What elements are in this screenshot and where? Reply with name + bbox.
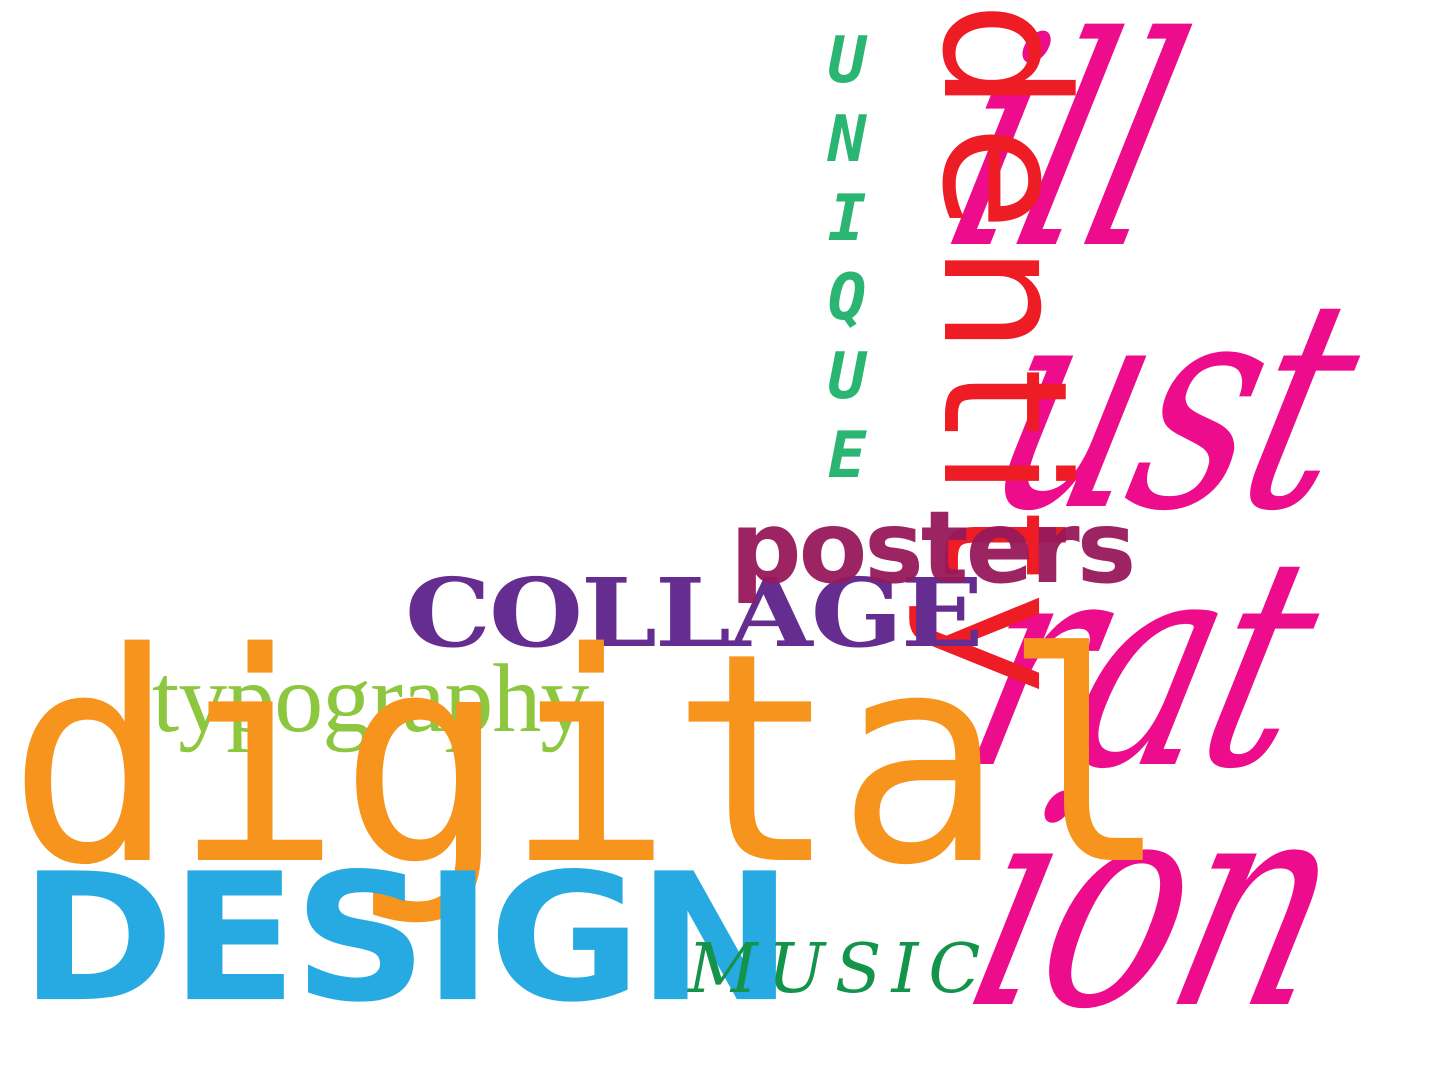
typography-word: typography [152, 645, 589, 753]
collage-word: COLLAGE [405, 558, 983, 669]
unique-word: UNIQUE [827, 24, 867, 493]
posters-word: posters [730, 489, 1136, 606]
music-word: MUSIC [688, 930, 991, 1009]
digital-word: digital [8, 592, 1170, 929]
design-word: DESIGN [20, 834, 793, 1041]
